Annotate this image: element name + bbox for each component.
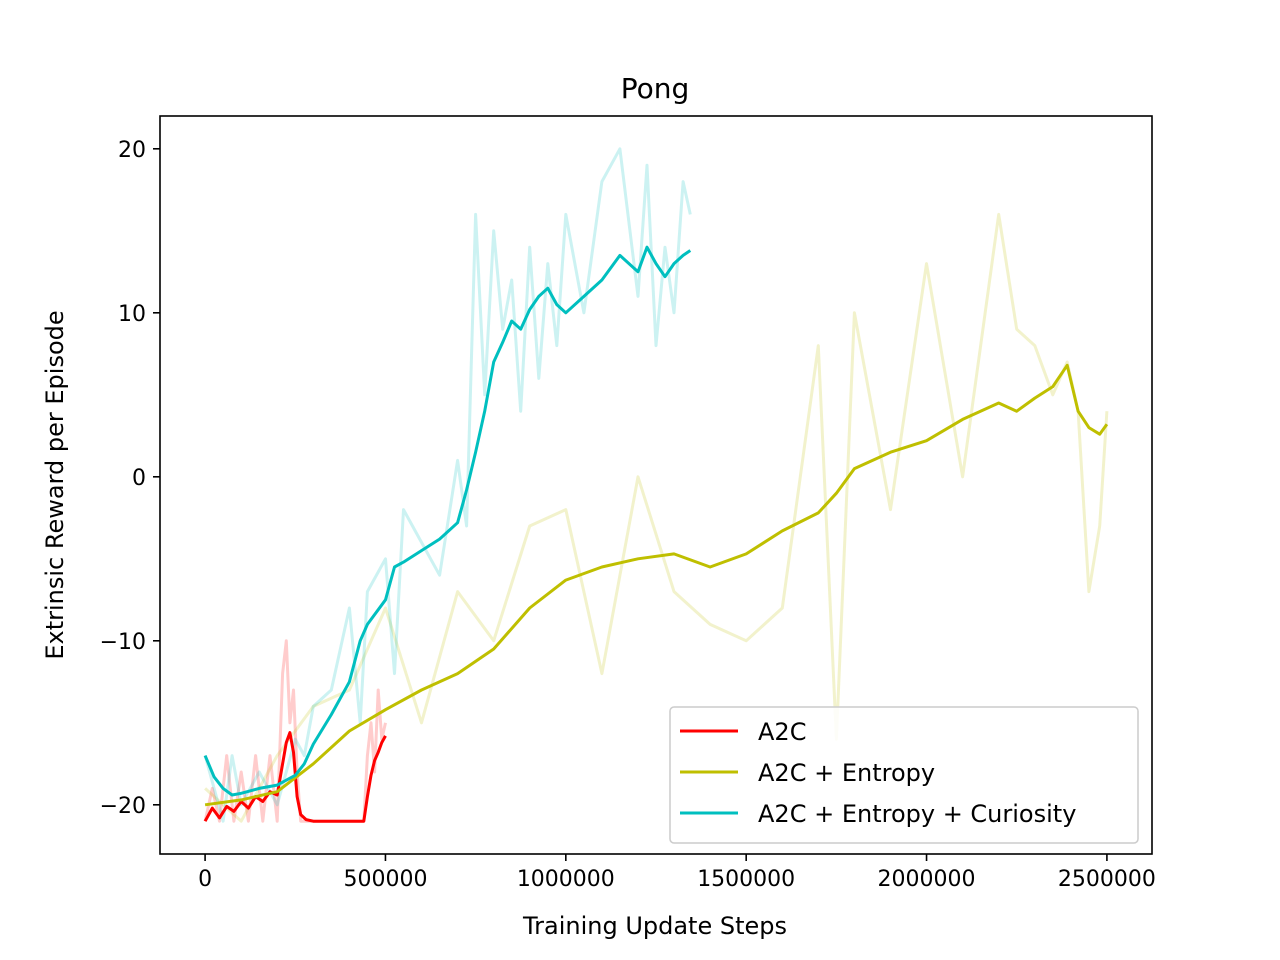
y-axis-label: Extrinsic Reward per Episode	[41, 310, 69, 659]
x-tick-label: 1500000	[697, 867, 795, 892]
y-tick-label: −10	[100, 630, 146, 655]
x-tick-label: 2000000	[878, 867, 976, 892]
series-raw-a2c	[203, 639, 387, 823]
legend-box	[669, 706, 1139, 844]
legend-label: A2C + Entropy + Curiosity	[758, 800, 1076, 828]
chart-title: Pong	[621, 72, 690, 105]
y-tick-label: 0	[132, 466, 146, 491]
x-axis-label: Training Update Steps	[522, 912, 787, 940]
y-tick-label: 10	[118, 302, 146, 327]
series-line-a2c-entropy-curiosity	[203, 245, 692, 797]
x-tick-label: 500000	[343, 867, 427, 892]
y-tick-label: −20	[100, 794, 146, 819]
y-tick-label: 20	[118, 138, 146, 163]
x-axis: 0 500000 1000000 1500000 2000000 2500000	[198, 854, 1156, 892]
series-raw-a2c-entropy	[204, 212, 1109, 823]
x-tick-label: 1000000	[517, 867, 615, 892]
y-axis: −20 −10 0 10 20	[100, 138, 160, 819]
legend-label: A2C	[758, 718, 806, 746]
legend-label: A2C + Entropy	[758, 759, 935, 787]
smoothed-series-layer	[203, 245, 1109, 823]
legend: A2C A2C + Entropy A2C + Entropy + Curiosit…	[669, 706, 1139, 844]
series-line-a2c-entropy	[204, 363, 1109, 807]
series-line-a2c	[203, 731, 387, 823]
x-tick-label: 2500000	[1058, 867, 1156, 892]
x-tick-label: 0	[198, 867, 212, 892]
plot-frame	[159, 115, 1153, 855]
